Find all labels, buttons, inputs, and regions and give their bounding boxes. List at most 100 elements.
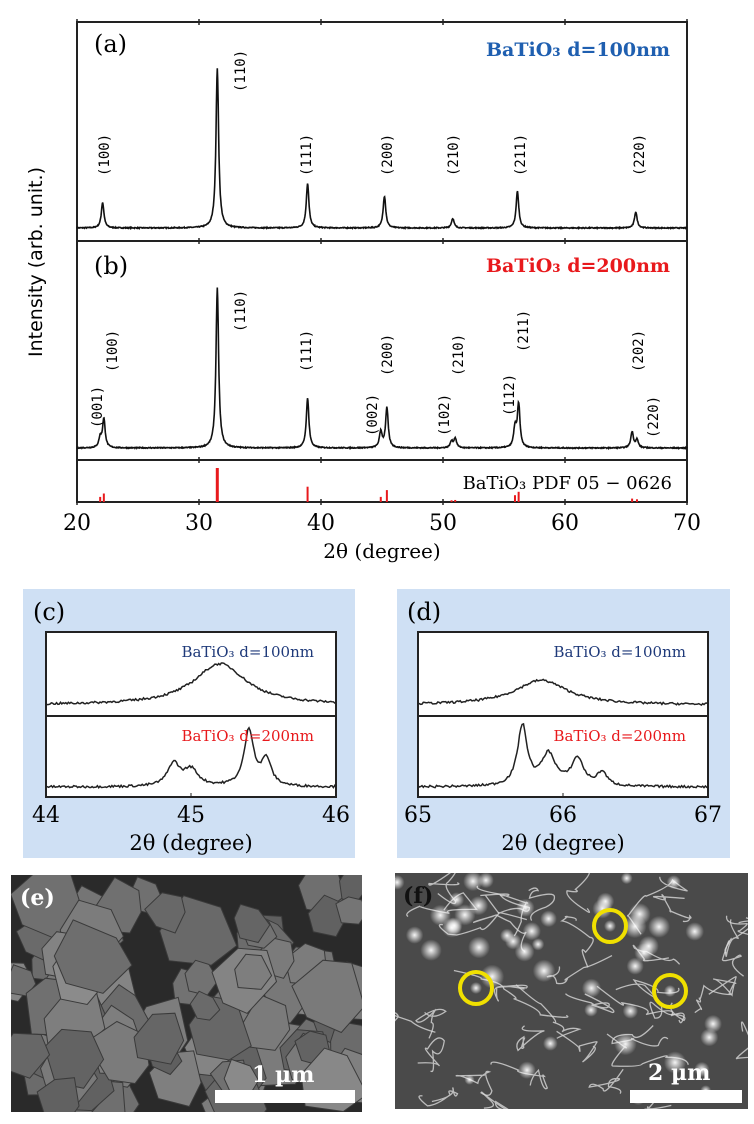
x-tick-label: 65	[404, 803, 432, 828]
sem-image-e	[11, 875, 362, 1112]
x-tick-label: 66	[549, 803, 577, 828]
panel-d-trace	[417, 678, 709, 707]
x-tick-label: 44	[32, 803, 60, 828]
panel-c-frame	[45, 631, 337, 798]
grain	[116, 1022, 157, 1063]
bright-spot	[700, 1028, 719, 1047]
bright-spot	[516, 898, 535, 917]
grain	[58, 885, 124, 967]
panel-d-frame	[417, 631, 709, 798]
grain	[338, 875, 362, 905]
domain-wall	[632, 944, 681, 965]
domain-wall	[480, 893, 529, 937]
grain	[63, 922, 91, 951]
grain	[36, 1077, 80, 1112]
series-label: BaTiO₃ d=200nm	[181, 727, 314, 745]
domain-wall	[493, 984, 528, 1002]
grain	[272, 946, 342, 1015]
sem-background	[395, 873, 748, 1109]
peak-label: (220)	[646, 396, 662, 438]
grain	[52, 942, 109, 1006]
grain	[53, 919, 133, 994]
domain-wall	[564, 993, 615, 1014]
grain	[38, 887, 93, 948]
domain-wall	[626, 876, 688, 935]
peak-label: (210)	[451, 334, 467, 376]
bright-spot	[445, 917, 463, 935]
legend-b: BaTiO₃ d=200nm	[486, 255, 670, 277]
domain-wall	[418, 1087, 459, 1107]
panel-c-trace	[45, 726, 337, 789]
x-tick-label: 60	[551, 511, 579, 536]
grain	[43, 891, 98, 943]
bright-spot	[685, 922, 704, 941]
x-axis-label: 2θ (degree)	[323, 539, 440, 563]
domain-wall	[528, 887, 556, 921]
domain-wall	[615, 978, 680, 999]
grain	[111, 1054, 141, 1088]
peak-label: (111)	[299, 330, 315, 372]
grain	[85, 1020, 150, 1085]
peak-label: (110)	[233, 50, 249, 92]
domain-wall	[596, 985, 685, 1024]
grain	[330, 1020, 362, 1063]
grain	[27, 1043, 59, 1081]
panel-d-trace	[417, 722, 709, 789]
panel-b-trace	[76, 287, 688, 451]
bright-spot	[596, 892, 615, 911]
x-tick-label: 70	[673, 511, 701, 536]
scale-bar-f	[630, 1090, 742, 1103]
domain-wall	[453, 969, 569, 1018]
grain	[246, 914, 285, 956]
grain	[133, 1012, 185, 1065]
domain-wall	[472, 914, 527, 952]
scale-bar-label-e: 1 µm	[252, 1062, 314, 1088]
grain	[242, 913, 278, 949]
highlight-circle	[592, 908, 628, 944]
domain-wall	[476, 885, 530, 921]
grain	[271, 965, 326, 1016]
grain	[47, 1064, 103, 1112]
grain	[43, 991, 106, 1051]
grain	[211, 947, 278, 1014]
bright-spot	[514, 941, 535, 962]
domain-wall	[481, 1091, 509, 1109]
grain	[184, 959, 219, 996]
grain	[11, 964, 37, 997]
panel-a-trace	[76, 68, 688, 231]
panel-c-background	[23, 589, 355, 858]
domain-wall	[417, 1037, 445, 1073]
peak-label: (200)	[380, 334, 396, 376]
bright-spot	[531, 938, 545, 951]
grain	[242, 993, 291, 1051]
peak-label: (111)	[299, 134, 315, 176]
bright-spot	[648, 915, 671, 938]
domain-wall	[724, 917, 748, 957]
grain	[15, 919, 57, 964]
peak-label: (102)	[437, 394, 453, 436]
domain-wall	[438, 895, 500, 936]
grain	[89, 1071, 140, 1112]
domain-wall	[694, 984, 732, 1014]
scale-bar-e	[215, 1090, 355, 1103]
peak-label: (100)	[97, 134, 113, 176]
grain	[329, 961, 362, 1021]
grain	[209, 1059, 248, 1097]
domain-wall	[653, 893, 692, 923]
x-tick-label: 30	[185, 511, 213, 536]
grain	[71, 1001, 106, 1037]
grain	[11, 875, 82, 940]
domain-wall	[725, 915, 748, 935]
grain	[297, 875, 346, 913]
legend-a: BaTiO₃ d=100nm	[486, 39, 670, 61]
domain-wall	[588, 1068, 624, 1094]
peak-label: (200)	[380, 134, 396, 176]
grain	[285, 1032, 335, 1088]
peak-label: (210)	[446, 134, 462, 176]
peak-label: (211)	[513, 134, 529, 176]
grain	[172, 967, 211, 1006]
grain	[291, 959, 362, 1034]
bright-spot	[532, 959, 556, 983]
domain-wall	[566, 873, 591, 913]
series-label: BaTiO₃ d=200nm	[553, 727, 686, 745]
